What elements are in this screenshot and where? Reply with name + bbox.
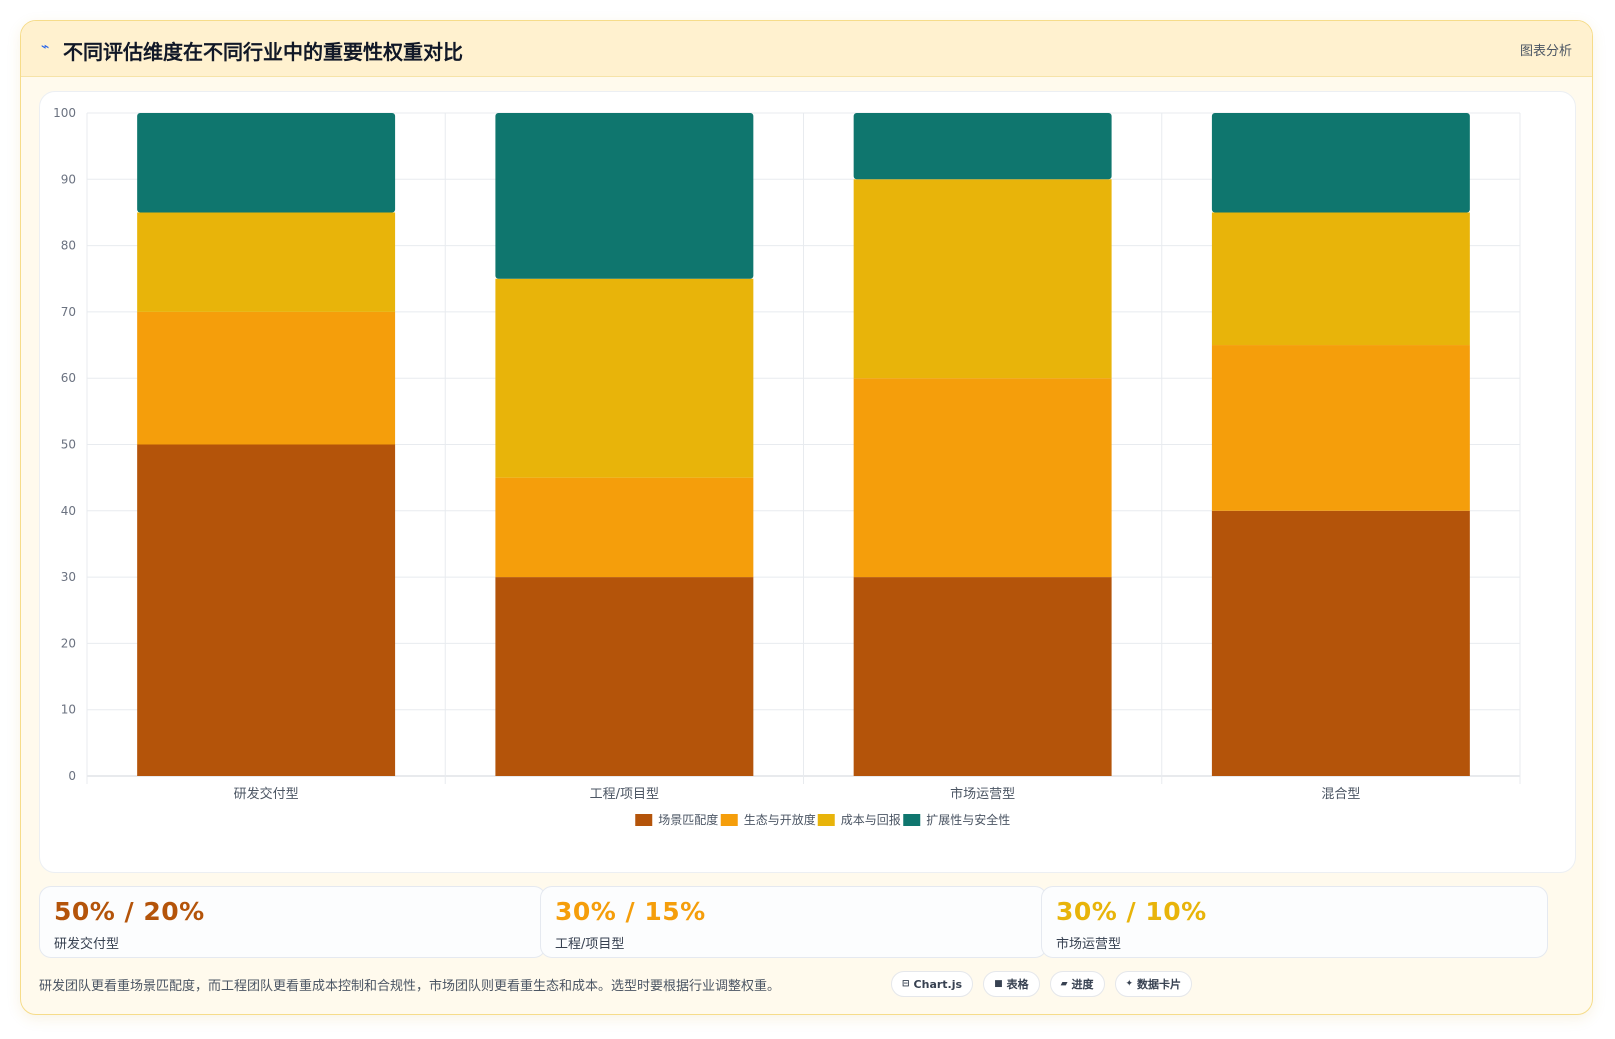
x-tick-label: 市场运营型 (950, 786, 1015, 802)
y-tick-label: 80 (61, 239, 76, 253)
bar-segment (853, 577, 1112, 776)
y-tick-label: 100 (53, 106, 76, 120)
chart-analysis-badge: 图表分析 (1519, 44, 1572, 59)
bar-segment (495, 477, 754, 578)
sparkle-icon: ✦ (1125, 979, 1134, 989)
bar-segment (495, 113, 754, 279)
card-title: 不同评估维度在不同行业中的重要性权重对比 (63, 40, 463, 64)
y-tick-label: 90 (61, 172, 76, 186)
y-tick-label: 70 (61, 305, 76, 319)
tag-list: ⊟ Chart.js ■ 表格 ▰ 进度 ✦ 数据卡片 (891, 971, 1193, 997)
y-tick-label: 10 (61, 703, 76, 717)
chart-icon: ⊟ (902, 979, 910, 989)
tag-label: 数据卡片 (1137, 978, 1182, 991)
bar-segment (495, 278, 754, 478)
chart-panel: 0 10 20 30 40 50 60 70 80 90 100 研发交付型 工程/项目型 市场运营型 混合… (39, 91, 1576, 873)
summary-note: 研发团队更看重场景匹配度，而工程团队更看重成本控制和合规性，市场团队则更看重生态… (39, 979, 781, 994)
x-tick-label: 研发交付型 (234, 786, 299, 802)
legend-swatch (903, 814, 921, 826)
tag-chartjs[interactable]: ⊟ Chart.js (891, 971, 974, 997)
bar-segment (137, 212, 396, 312)
y-tick-label: 60 (61, 371, 76, 385)
bar-segment (1211, 113, 1470, 213)
tag-label: 表格 (1006, 978, 1029, 991)
stat-value: 30% / 10% (1056, 897, 1207, 926)
legend-swatch (720, 814, 738, 826)
tag-label: 进度 (1071, 978, 1094, 991)
x-tick-label: 混合型 (1321, 787, 1360, 802)
bar-segment (137, 311, 396, 445)
stat-label: 工程/项目型 (555, 937, 625, 952)
stat-card-engineering: 30% / 15% 工程/项目型 (540, 886, 1047, 958)
tag-label: Chart.js (913, 977, 963, 991)
bar-segment (853, 179, 1112, 379)
y-tick-label: 30 (61, 570, 76, 584)
y-tick-label: 40 (61, 504, 76, 518)
stat-label: 研发交付型 (54, 937, 120, 952)
progress-icon: ▰ (1060, 979, 1068, 989)
bar-segment (1211, 345, 1470, 511)
bar-segment (853, 113, 1112, 180)
tag-data-card[interactable]: ✦ 数据卡片 (1114, 971, 1193, 997)
stat-card-rd: 50% / 20% 研发交付型 (39, 886, 546, 958)
y-tick-label: 20 (61, 636, 76, 650)
legend-label: 场景匹配度 (658, 812, 718, 827)
x-tick-label: 工程/项目型 (590, 787, 659, 802)
bar-segment (853, 378, 1112, 578)
y-tick-label: 0 (68, 769, 76, 783)
stat-card-marketing: 30% / 10% 市场运营型 (1041, 886, 1548, 958)
stat-value: 50% / 20% (54, 897, 205, 926)
table-icon: ■ (994, 979, 1003, 989)
bar-segment (1211, 510, 1470, 776)
tag-table[interactable]: ■ 表格 (983, 971, 1040, 997)
stat-value: 30% / 15% (555, 897, 706, 926)
legend-label: 生态与开放度 (744, 812, 816, 827)
stat-label: 市场运营型 (1056, 937, 1122, 952)
legend-swatch (817, 814, 835, 826)
legend-label: 成本与回报 (841, 812, 901, 827)
chart-card: ⌁ 不同评估维度在不同行业中的重要性权重对比 图表分析 0 10 20 30 40 50 6… (20, 20, 1593, 1015)
card-header: ⌁ 不同评估维度在不同行业中的重要性权重对比 图表分析 (21, 21, 1592, 77)
bar-segment (137, 444, 396, 776)
legend-label: 扩展性与安全性 (926, 812, 1010, 827)
stacked-bar-chart: 0 10 20 30 40 50 60 70 80 90 100 研发交付型 工程/项目型 市场运营型 混合… (53, 106, 1521, 827)
bar-segment (495, 577, 754, 776)
bar-segment (1211, 212, 1470, 346)
chart-line-icon: ⌁ (41, 39, 50, 55)
legend-swatch (635, 814, 653, 826)
bar-segment (137, 113, 396, 213)
y-tick-label: 50 (61, 438, 76, 452)
tag-progress[interactable]: ▰ 进度 (1049, 971, 1105, 997)
